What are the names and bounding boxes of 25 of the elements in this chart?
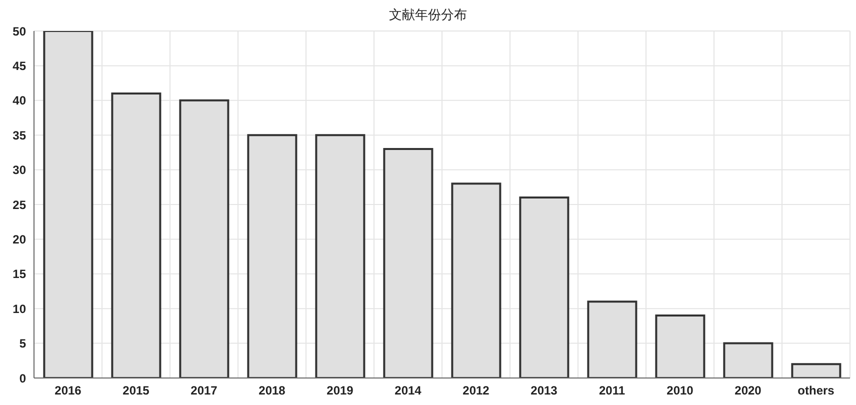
y-tick-label: 30: [12, 163, 26, 178]
y-tick-label: 50: [12, 24, 26, 38]
x-tick-label: others: [798, 384, 835, 398]
y-tick-label: 0: [19, 371, 26, 386]
x-tick-label: 2019: [326, 384, 354, 398]
x-tick-label: 2013: [530, 384, 558, 398]
y-tick-label: 45: [12, 58, 26, 73]
x-tick-label: 2018: [258, 384, 286, 398]
chart-title: 文献年份分布: [388, 6, 468, 24]
x-tick-label: 2012: [462, 384, 490, 398]
bar: [791, 363, 842, 378]
y-tick-label: 10: [12, 302, 26, 316]
x-tick-label: 2015: [122, 384, 150, 398]
y-tick-label: 15: [12, 267, 26, 282]
y-tick-label: 40: [12, 94, 26, 108]
y-tick-label: 5: [19, 336, 26, 351]
y-tick-label: 35: [12, 128, 26, 142]
x-tick-label: 2014: [394, 384, 422, 398]
x-tick-label: 2017: [190, 384, 218, 398]
x-tick-label: 2016: [54, 384, 82, 398]
x-tick-label: 2011: [598, 384, 626, 398]
y-tick-label: 25: [12, 198, 26, 212]
y-tick-label: 20: [12, 232, 26, 246]
x-tick-label: 2020: [734, 384, 762, 398]
x-tick-label: 2010: [666, 384, 694, 398]
